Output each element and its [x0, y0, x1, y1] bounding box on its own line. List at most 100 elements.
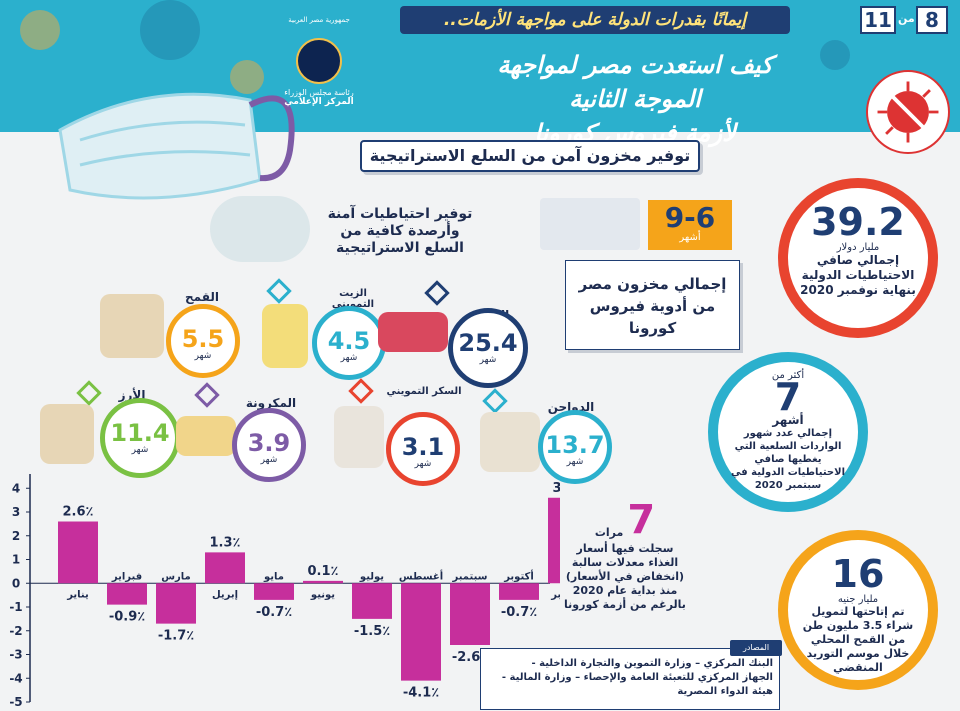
- chart-bar: [450, 583, 490, 645]
- stat-description: إجمالي عدد شهور الواردات السلعية التي يغ…: [730, 428, 845, 491]
- price-note-value: 7: [627, 497, 656, 543]
- y-tick-label: -5: [9, 695, 22, 709]
- source-line: هيئة الدواء المصرية: [677, 686, 773, 697]
- stat-wheat-funding: 16 مليار جنيه تم إتاحتها لتمويل شراء 3.5…: [778, 530, 938, 690]
- food-value-circle: 11.4 شهر: [100, 398, 180, 478]
- y-tick-label: -2: [9, 624, 22, 638]
- stat-unit: مليار دولار: [836, 242, 880, 253]
- food-value-circle: 13.7 شهر: [538, 410, 612, 484]
- corona-virus-icon: [866, 70, 950, 154]
- diamond-icon: [424, 280, 450, 306]
- y-tick-label: -1: [9, 600, 22, 614]
- food-unit: شهر: [340, 353, 358, 363]
- diamond-icon: [348, 378, 374, 404]
- food-item-oil: الزيت التمويني 4.5 شهر: [258, 278, 398, 380]
- category-label: سبتمبر: [451, 571, 487, 582]
- diamond-icon: [482, 388, 508, 414]
- virus-icon: [230, 60, 264, 94]
- food-item-pasta: المكرونة 3.9 شهر: [176, 382, 316, 482]
- category-label: أكتوبر: [503, 569, 534, 582]
- food-inflation-chart: 4 3 2 1 0 -1 -2 -3 -4 -5 2.6٪ يناير -0.9٪ فبراير -1.7…: [9, 474, 560, 709]
- food-value: 3.1: [401, 433, 445, 461]
- food-value: 4.5: [327, 327, 371, 355]
- food-item-rice: الأرز 11.4 شهر: [40, 380, 190, 478]
- food-value-circle: 4.5 شهر: [312, 306, 386, 380]
- eagle-emblem-icon: [296, 38, 342, 84]
- meat-image: [378, 312, 448, 352]
- price-note-description: سجلت فيها أسعار الغذاء معدلات سالبة (انخ…: [564, 542, 686, 611]
- diamond-icon: [266, 278, 292, 304]
- y-tick-label: -4: [9, 671, 22, 685]
- page-of-label: من: [898, 12, 915, 25]
- food-value-circle: 5.5 شهر: [166, 304, 240, 378]
- data-label: -0.7٪: [501, 605, 537, 620]
- category-label: أغسطس: [399, 569, 443, 582]
- y-tick-label: 4: [12, 481, 20, 495]
- category-label: نوفمبر: [550, 589, 560, 600]
- medicine-unit: أشهر: [679, 232, 701, 243]
- sugar-sack-image: [334, 406, 384, 468]
- fish-image: [210, 196, 310, 262]
- data-label: -0.9٪: [109, 610, 145, 625]
- food-value: 25.4: [458, 329, 518, 357]
- medicine-description: إجمالي مخزون مصر من أدوية فيروس كورونا: [565, 260, 740, 350]
- chart-bar: [58, 521, 98, 584]
- medicine-value: 9-6: [664, 201, 716, 234]
- chart-bar: [254, 583, 294, 600]
- stat-description: إجمالي صافي الاحتياطيات الدولية بنهاية ن…: [800, 253, 916, 297]
- food-value: 13.7: [545, 431, 605, 459]
- stat-value: 39.2: [811, 200, 905, 244]
- page-title: كيف استعدت مصر لمواجهة الموجة الثانية لأ…: [470, 48, 800, 150]
- stat-description: تم إتاحتها لتمويل شراء 3.5 مليون طن من ا…: [802, 605, 914, 674]
- stat-import-months: أكثر من 7 أشهر إجمالي عدد شهور الواردات …: [708, 352, 868, 512]
- food-value-circle: 3.9 شهر: [232, 408, 306, 482]
- stat-prefix: أكثر من: [771, 370, 805, 381]
- category-label: إبريل: [212, 589, 238, 600]
- sources-tag: المصادر: [730, 640, 782, 656]
- virus-icon: [20, 10, 60, 50]
- food-unit: شهر: [260, 455, 278, 465]
- data-label: -2.6٪: [452, 650, 488, 665]
- food-unit: شهر: [194, 351, 212, 361]
- medicine-duration-badge: 9-6 أشهر: [648, 200, 732, 250]
- y-tick-label: 2: [12, 529, 20, 543]
- category-label: يونيو: [310, 589, 335, 600]
- chart-bar: [548, 497, 560, 584]
- source-line: الجهاز المركزي للتعبئة العامة والإحصاء –…: [501, 672, 773, 683]
- logo-top-text: جمهورية مصر العربية: [288, 16, 350, 24]
- stat-unit: أشهر: [772, 413, 804, 427]
- page-current: 8: [916, 6, 948, 34]
- stat-value: 16: [831, 552, 885, 596]
- stat-unit: مليار جنيه: [837, 594, 879, 605]
- chart-bar: [303, 580, 343, 584]
- logo-bottom-text: المركز الإعلامي: [284, 97, 354, 107]
- chart-bar: [205, 552, 245, 584]
- medicine-stock-panel: 9-6 أشهر إجمالي مخزون مصر من أدوية فيروس…: [540, 198, 740, 354]
- category-label: فبراير: [111, 571, 142, 582]
- food-value-circle: 25.4 شهر: [448, 308, 528, 388]
- food-value: 11.4: [110, 419, 170, 447]
- food-item-wheat: القمح 5.5 شهر: [100, 280, 250, 380]
- data-label: 1.3٪: [210, 535, 241, 550]
- stat-value: 7: [774, 375, 802, 419]
- data-label: -1.7٪: [158, 629, 194, 644]
- chart-bar: [401, 583, 441, 681]
- sources-box: البنك المركزي – وزارة التموين والتجارة ا…: [480, 648, 780, 710]
- food-item-poultry: الدواجن 13.7 شهر: [478, 388, 628, 484]
- food-item-meat: اللحوم الحية 25.4 شهر: [378, 280, 528, 388]
- medicine-image: [540, 198, 640, 250]
- y-tick-label: 1: [12, 553, 20, 567]
- chart-bar: [156, 583, 196, 624]
- subtitle-banner: إيمانًا بقدرات الدولة على مواجهة الأزمات…: [400, 6, 790, 34]
- chart-bar: [107, 583, 147, 605]
- category-label: مايو: [263, 571, 284, 582]
- data-label: -4.1٪: [403, 686, 439, 701]
- food-unit: شهر: [479, 355, 497, 365]
- chickens-image: [480, 412, 540, 472]
- reserves-note: توفير احتياطيات آمنة وأرصدة كافية من الس…: [327, 206, 473, 256]
- category-label: يوليو: [359, 571, 384, 582]
- oil-bottles-image: [262, 304, 308, 368]
- food-name: السكر التمويني: [386, 386, 462, 397]
- title-line-1: كيف استعدت مصر لمواجهة الموجة الثانية: [497, 51, 773, 113]
- food-unit: شهر: [131, 445, 149, 455]
